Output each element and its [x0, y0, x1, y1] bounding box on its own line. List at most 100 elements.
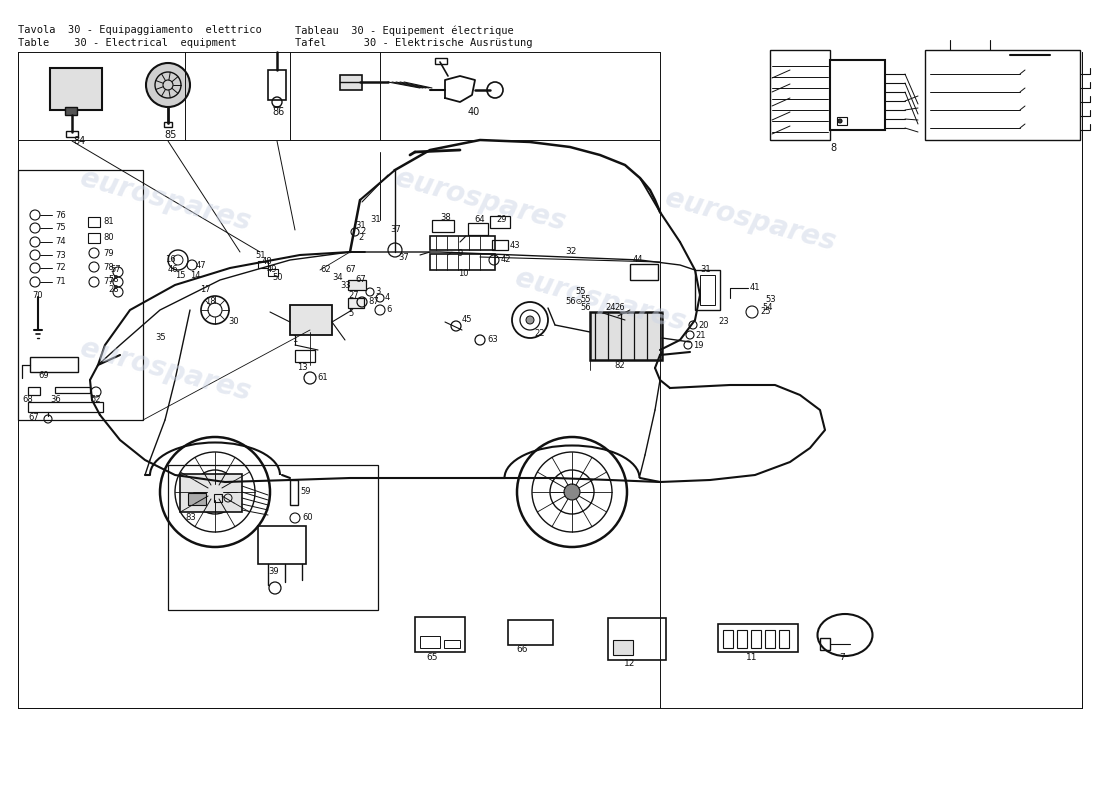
Bar [613, 640, 632, 655]
Bar [295, 350, 315, 362]
Text: eurospares: eurospares [77, 334, 253, 406]
Text: 80: 80 [103, 234, 113, 242]
Text: 85: 85 [164, 130, 176, 140]
Text: 44: 44 [632, 255, 644, 265]
Text: 66: 66 [516, 646, 528, 654]
Text: 61: 61 [317, 374, 328, 382]
Bar [258, 526, 306, 564]
Text: 83: 83 [185, 513, 196, 522]
Text: 16: 16 [165, 255, 176, 265]
Text: 69: 69 [39, 371, 48, 381]
Text: 1: 1 [292, 335, 297, 345]
Text: Tableau  30 - Equipement électrique: Tableau 30 - Equipement électrique [295, 25, 514, 35]
Text: 14: 14 [190, 270, 200, 279]
Text: 59: 59 [300, 487, 310, 497]
Text: 36: 36 [50, 395, 60, 405]
Text: 79: 79 [103, 249, 113, 258]
Text: eurospares: eurospares [77, 164, 253, 236]
Bar [718, 624, 798, 652]
Text: 43: 43 [510, 241, 520, 250]
Text: 39: 39 [268, 567, 278, 577]
Bar [340, 75, 362, 90]
Text: 28: 28 [108, 286, 119, 294]
Bar [88, 233, 100, 243]
Text: 6: 6 [386, 306, 392, 314]
Bar [737, 630, 747, 648]
Text: 73: 73 [55, 250, 66, 259]
Text: Table    30 - Electrical  equipment: Table 30 - Electrical equipment [18, 38, 236, 48]
Bar [723, 630, 733, 648]
Bar [508, 620, 553, 645]
Text: 37: 37 [390, 226, 400, 234]
Bar [830, 60, 886, 130]
Circle shape [564, 484, 580, 500]
Text: 50: 50 [272, 274, 283, 282]
Text: 48: 48 [262, 258, 273, 266]
Text: 21: 21 [695, 330, 705, 339]
Text: 67: 67 [355, 275, 365, 285]
Bar [420, 636, 440, 648]
Bar [268, 70, 286, 100]
Text: 77: 77 [103, 278, 113, 286]
Text: 78: 78 [103, 262, 113, 271]
Bar [490, 216, 510, 228]
Text: 32: 32 [565, 247, 576, 257]
Text: 60: 60 [302, 514, 312, 522]
Bar [608, 618, 666, 660]
Text: 47: 47 [196, 261, 207, 270]
Text: eurospares: eurospares [661, 184, 838, 256]
Text: 7: 7 [839, 654, 845, 662]
Text: 70: 70 [32, 290, 43, 299]
Bar [770, 50, 830, 140]
Bar [430, 236, 495, 250]
Text: 18: 18 [205, 298, 216, 306]
Bar [28, 402, 103, 412]
Text: 40: 40 [468, 107, 481, 117]
Text: 51: 51 [255, 250, 265, 259]
Text: 65: 65 [427, 653, 438, 662]
Bar [188, 493, 206, 505]
Bar [430, 254, 495, 270]
Bar [30, 357, 78, 372]
Bar [444, 640, 460, 648]
Bar [348, 298, 364, 308]
Bar [751, 630, 761, 648]
Bar [268, 269, 278, 276]
Text: 64: 64 [474, 215, 485, 225]
Text: 27: 27 [348, 290, 359, 299]
Bar [65, 107, 77, 115]
Text: 68: 68 [22, 395, 33, 405]
Text: 63: 63 [487, 335, 497, 345]
Text: 49: 49 [267, 266, 277, 274]
Bar [50, 68, 102, 110]
Bar [290, 305, 332, 335]
Text: 37: 37 [398, 253, 409, 262]
Text: 82: 82 [614, 361, 625, 370]
Text: 10: 10 [458, 270, 469, 278]
Text: 57: 57 [110, 266, 121, 274]
Text: 72: 72 [55, 263, 66, 273]
Text: 31: 31 [700, 266, 711, 274]
Bar [764, 630, 776, 648]
Bar [925, 50, 1080, 140]
Bar [214, 494, 222, 502]
Text: 31: 31 [355, 221, 365, 230]
Text: 62: 62 [320, 266, 331, 274]
Text: 84: 84 [73, 136, 86, 146]
Bar [779, 630, 789, 648]
Bar [28, 387, 40, 395]
Text: 55: 55 [575, 287, 585, 297]
Bar [88, 217, 100, 227]
Text: eurospares: eurospares [392, 164, 569, 236]
Text: 38: 38 [440, 214, 451, 222]
Text: 5: 5 [348, 309, 353, 318]
Text: 19: 19 [693, 341, 704, 350]
Text: 22: 22 [534, 330, 544, 338]
Text: 29: 29 [496, 215, 506, 225]
Text: 67: 67 [345, 266, 355, 274]
Bar [55, 387, 90, 393]
Bar [18, 170, 143, 420]
Bar [468, 223, 488, 235]
Text: 4: 4 [385, 294, 390, 302]
Text: 25: 25 [760, 307, 770, 317]
